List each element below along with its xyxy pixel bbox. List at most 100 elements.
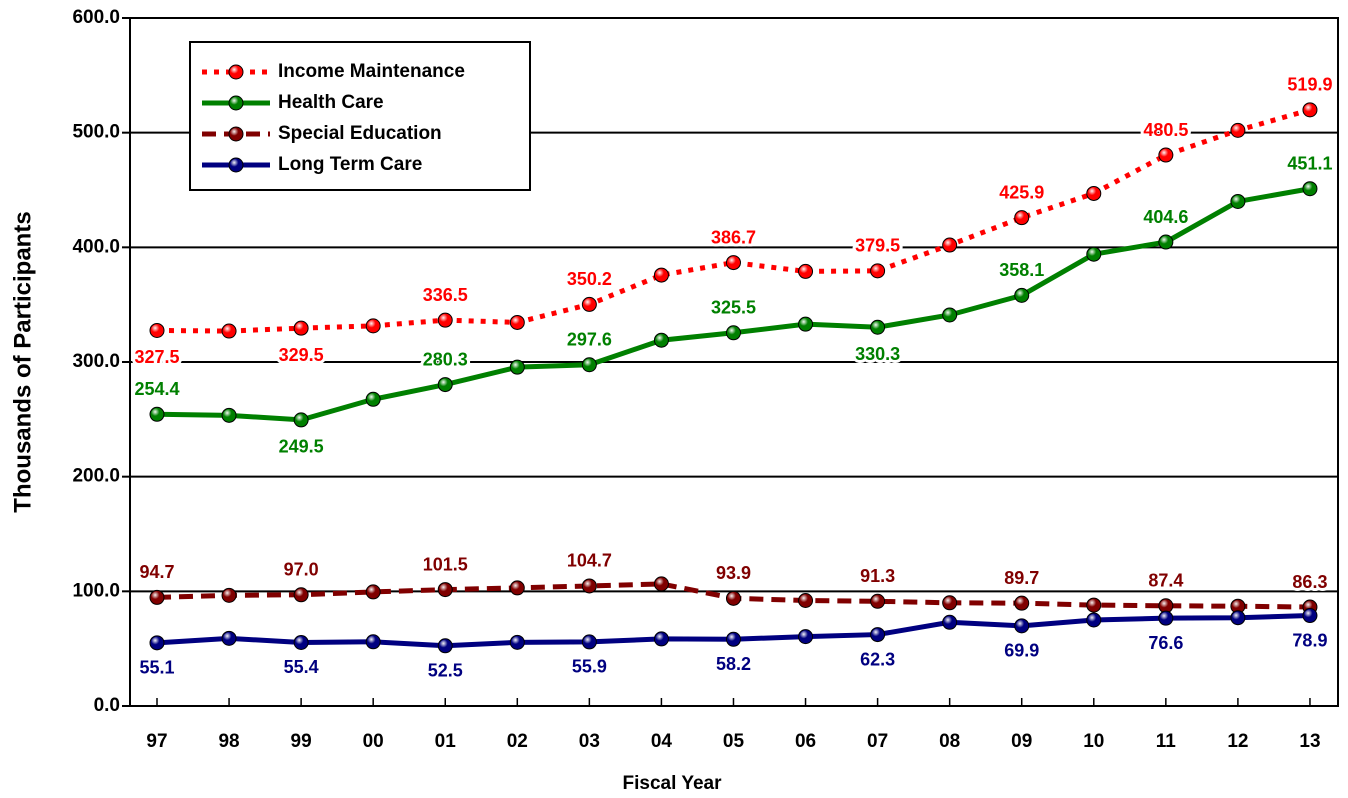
point-shine [1087, 187, 1100, 200]
value-label: 52.5 [428, 661, 463, 681]
point-shine [223, 632, 236, 645]
y-tick-label: 300.0 [72, 351, 120, 372]
point-shine [727, 592, 740, 605]
point-shine [223, 409, 236, 422]
point-shine [1159, 149, 1172, 162]
value-label: 425.9 [999, 182, 1044, 202]
value-label: 379.5 [855, 236, 900, 256]
value-label: 101.5 [423, 554, 468, 574]
point-shine [727, 633, 740, 646]
point-shine [1231, 195, 1244, 208]
value-label: 94.7 [139, 562, 174, 582]
value-label: 89.7 [1004, 568, 1039, 588]
point-shine [1303, 609, 1316, 622]
legend-shine [230, 128, 242, 140]
y-tick-label: 100.0 [72, 580, 120, 601]
point-shine [1231, 124, 1244, 137]
point-shine [1015, 211, 1028, 224]
x-tick-label: 03 [579, 731, 600, 752]
value-label: 327.5 [134, 347, 179, 367]
value-label: 404.6 [1143, 207, 1188, 227]
point-shine [151, 408, 163, 421]
point-shine [1015, 597, 1028, 610]
legend-label: Income Maintenance [278, 61, 465, 82]
point-shine [871, 264, 884, 277]
point-shine [583, 298, 596, 311]
value-label: 325.5 [711, 298, 756, 318]
point-shine [367, 635, 380, 648]
value-label: 329.5 [279, 345, 324, 365]
point-shine [151, 324, 163, 337]
point-shine [295, 588, 308, 601]
point-shine [799, 265, 812, 278]
y-tick-label: 500.0 [72, 122, 120, 143]
point-shine [583, 635, 596, 648]
point-shine [943, 596, 956, 609]
legend-label: Special Education [278, 123, 442, 144]
point-shine [367, 393, 380, 406]
point-shine [1231, 611, 1244, 624]
point-shine [871, 628, 884, 641]
x-tick-label: 09 [1011, 731, 1032, 752]
point-shine [1087, 248, 1100, 261]
point-shine [799, 630, 812, 643]
point-shine [439, 378, 452, 391]
point-shine [295, 413, 308, 426]
x-axis-label: Fiscal Year [623, 773, 723, 794]
point-shine [223, 325, 236, 338]
point-shine [511, 636, 524, 649]
value-label: 97.0 [284, 560, 319, 580]
point-shine [1231, 600, 1244, 613]
x-tick-label: 13 [1299, 731, 1320, 752]
point-shine [727, 326, 740, 339]
point-shine [727, 256, 740, 269]
x-tick-label: 11 [1156, 731, 1177, 752]
x-tick-label: 01 [435, 731, 457, 752]
point-shine [1015, 619, 1028, 632]
point-shine [511, 361, 524, 374]
point-shine [439, 314, 452, 327]
value-label: 62.3 [860, 649, 895, 669]
point-shine [1159, 236, 1172, 249]
legend-shine [230, 97, 242, 109]
y-tick-label: 600.0 [72, 7, 120, 28]
point-shine [1159, 612, 1172, 625]
point-shine [655, 269, 668, 282]
x-tick-label: 08 [939, 731, 960, 752]
value-label: 93.9 [716, 563, 751, 583]
value-label: 55.9 [572, 657, 607, 677]
value-label: 86.3 [1292, 572, 1327, 592]
point-shine [1159, 599, 1172, 612]
point-shine [583, 579, 596, 592]
value-label: 350.2 [567, 269, 612, 289]
series-line [156, 107, 1311, 334]
point-shine [943, 308, 956, 321]
value-label: 254.4 [134, 379, 179, 399]
y-tick-label: 0.0 [94, 695, 120, 716]
value-label: 87.4 [1148, 571, 1183, 591]
point-shine [1303, 182, 1316, 195]
point-shine [1303, 103, 1316, 116]
x-tick-label: 12 [1227, 731, 1248, 752]
legend-label: Health Care [278, 92, 384, 113]
value-label: 249.5 [279, 437, 324, 457]
x-tick-label: 07 [867, 731, 888, 752]
x-tick-label: 99 [291, 731, 312, 752]
y-axis-label: Thousands of Participants [9, 211, 36, 512]
point-shine [943, 239, 956, 252]
x-tick-label: 10 [1083, 731, 1104, 752]
point-shine [799, 594, 812, 607]
value-label: 358.1 [999, 260, 1044, 280]
value-label: 480.5 [1143, 120, 1188, 140]
point-shine [871, 595, 884, 608]
value-label: 69.9 [1004, 641, 1039, 661]
legend-shine [230, 66, 242, 78]
point-shine [511, 316, 524, 329]
legend-shine [230, 159, 242, 171]
point-shine [367, 319, 380, 332]
value-label: 451.1 [1287, 153, 1332, 173]
value-label: 78.9 [1292, 630, 1327, 650]
value-label: 104.7 [567, 551, 612, 571]
